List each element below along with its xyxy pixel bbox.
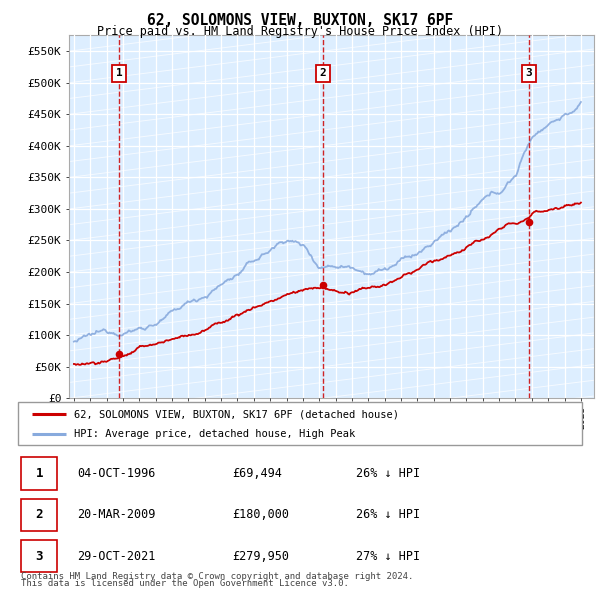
- Text: £69,494: £69,494: [232, 467, 282, 480]
- FancyBboxPatch shape: [18, 402, 582, 445]
- Text: 62, SOLOMONS VIEW, BUXTON, SK17 6PF: 62, SOLOMONS VIEW, BUXTON, SK17 6PF: [147, 13, 453, 28]
- Text: 2: 2: [35, 508, 43, 522]
- FancyBboxPatch shape: [21, 457, 58, 490]
- Text: 1: 1: [35, 467, 43, 480]
- Text: 1: 1: [116, 68, 122, 78]
- Text: 26% ↓ HPI: 26% ↓ HPI: [356, 508, 421, 522]
- Text: 04-OCT-1996: 04-OCT-1996: [77, 467, 155, 480]
- Text: 3: 3: [35, 549, 43, 563]
- Text: 62, SOLOMONS VIEW, BUXTON, SK17 6PF (detached house): 62, SOLOMONS VIEW, BUXTON, SK17 6PF (det…: [74, 409, 400, 419]
- Text: 20-MAR-2009: 20-MAR-2009: [77, 508, 155, 522]
- Text: 29-OCT-2021: 29-OCT-2021: [77, 549, 155, 563]
- Text: Price paid vs. HM Land Registry's House Price Index (HPI): Price paid vs. HM Land Registry's House …: [97, 25, 503, 38]
- Text: £180,000: £180,000: [232, 508, 289, 522]
- Text: HPI: Average price, detached house, High Peak: HPI: Average price, detached house, High…: [74, 429, 356, 439]
- Text: 27% ↓ HPI: 27% ↓ HPI: [356, 549, 421, 563]
- FancyBboxPatch shape: [21, 540, 58, 572]
- Text: This data is licensed under the Open Government Licence v3.0.: This data is licensed under the Open Gov…: [21, 579, 349, 588]
- FancyBboxPatch shape: [21, 499, 58, 531]
- Text: 2: 2: [319, 68, 326, 78]
- Text: Contains HM Land Registry data © Crown copyright and database right 2024.: Contains HM Land Registry data © Crown c…: [21, 572, 413, 581]
- Text: 3: 3: [526, 68, 532, 78]
- Text: £279,950: £279,950: [232, 549, 289, 563]
- Text: 26% ↓ HPI: 26% ↓ HPI: [356, 467, 421, 480]
